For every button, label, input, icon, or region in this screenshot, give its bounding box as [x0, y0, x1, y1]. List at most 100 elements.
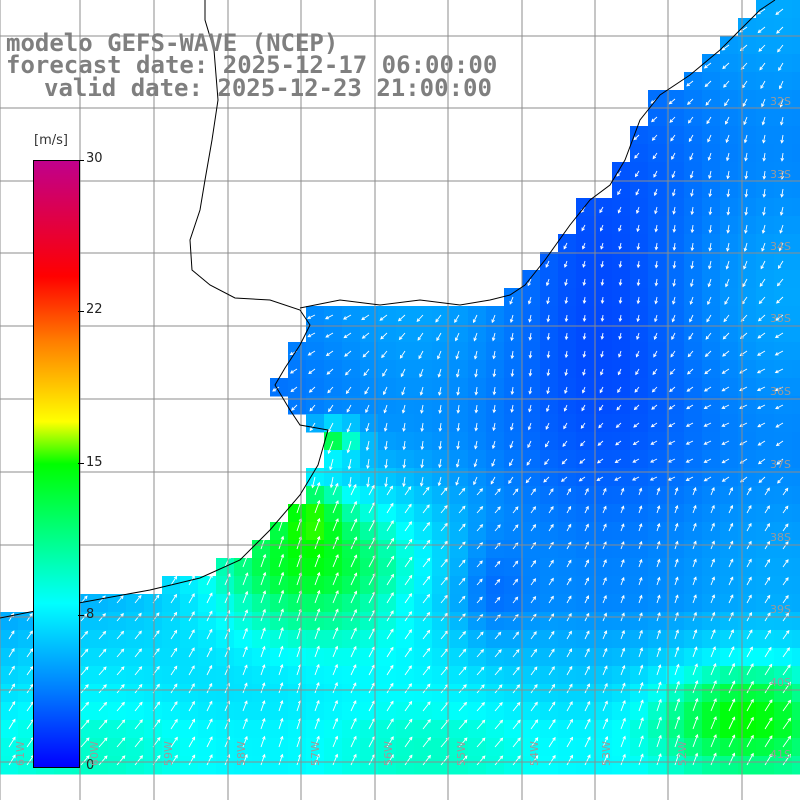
wind-speed-cell — [774, 342, 793, 361]
wind-speed-cell — [666, 432, 685, 451]
wind-arrow — [512, 755, 521, 766]
wind-speed-cell — [342, 594, 361, 613]
wind-arrow — [764, 681, 773, 694]
wind-arrow — [635, 206, 640, 214]
wind-arrow — [782, 735, 792, 748]
wind-arrow — [332, 608, 339, 622]
wind-speed-cell — [90, 702, 109, 721]
wind-arrow — [80, 630, 89, 640]
wind-speed-cell — [756, 450, 775, 469]
wind-arrow — [527, 278, 532, 287]
wind-arrow — [758, 296, 766, 305]
wind-arrow — [722, 350, 730, 357]
wind-speed-cell — [450, 612, 469, 631]
wind-arrow — [728, 594, 734, 604]
wind-arrow — [419, 368, 424, 378]
wind-arrow — [134, 630, 142, 640]
wind-speed-cell — [738, 576, 757, 595]
wind-speed-cell — [378, 612, 397, 631]
wind-arrow — [743, 116, 748, 126]
wind-speed-cell — [684, 414, 703, 433]
wind-arrow — [332, 536, 339, 550]
wind-speed-cell — [666, 540, 685, 559]
wind-speed-cell — [252, 612, 271, 631]
wind-speed-cell — [756, 396, 775, 415]
wind-arrow — [548, 559, 554, 568]
wind-speed-cell — [702, 558, 721, 577]
wind-speed-cell — [342, 306, 361, 325]
wind-arrow — [314, 717, 320, 730]
lat-label-33s: 33S — [770, 168, 791, 181]
wind-speed-cell — [576, 684, 595, 703]
wind-arrow — [458, 505, 466, 514]
wind-arrow — [476, 666, 485, 676]
wind-speed-cell — [594, 738, 613, 757]
wind-arrow — [685, 476, 694, 481]
wind-arrow — [688, 134, 694, 143]
lon-label-59w: 59W — [162, 741, 175, 766]
wind-arrow — [419, 476, 424, 487]
wind-arrow — [458, 523, 466, 532]
wind-arrow — [582, 368, 586, 376]
wind-speed-cell — [450, 558, 469, 577]
wind-arrow — [728, 716, 736, 730]
wind-arrow — [134, 719, 143, 730]
wind-speed-cell — [378, 504, 397, 523]
wind-speed-cell — [576, 486, 595, 505]
wind-arrow — [602, 505, 607, 514]
colorbar-tick-15: 15 — [86, 455, 103, 470]
wind-speed-cell — [738, 36, 757, 55]
wind-speed-cell — [558, 522, 577, 541]
wind-speed-cell — [396, 594, 415, 613]
wind-arrow — [728, 734, 736, 748]
lon-label-52w: 52W — [676, 741, 689, 766]
wind-arrow — [401, 404, 406, 414]
colorbar-tick-0: 0 — [86, 758, 95, 773]
wind-arrow — [307, 350, 316, 356]
wind-speed-cell — [504, 702, 523, 721]
wind-speed-cell — [684, 630, 703, 649]
wind-arrow — [278, 517, 285, 532]
wind-speed-cell — [756, 720, 775, 739]
wind-arrow — [386, 485, 393, 496]
wind-speed-cell — [396, 630, 415, 649]
wind-speed-cell — [252, 558, 271, 577]
wind-arrow — [350, 554, 358, 568]
wind-speed-cell — [378, 306, 397, 325]
wind-arrow — [782, 594, 789, 604]
wind-speed-cell — [414, 522, 433, 541]
wind-speed-cell — [720, 414, 739, 433]
wind-speed-cell — [648, 612, 667, 631]
wind-arrow — [386, 736, 394, 748]
wind-speed-cell — [486, 648, 505, 667]
wind-speed-cell — [342, 342, 361, 361]
wind-arrow — [494, 506, 501, 514]
wind-speed-cell — [252, 666, 271, 685]
wind-speed-cell — [666, 468, 685, 487]
wind-speed-cell — [288, 378, 307, 397]
wind-speed-cell — [648, 594, 667, 613]
wind-arrow — [418, 350, 424, 360]
wind-speed-cells — [0, 0, 800, 775]
wind-speed-cell — [558, 702, 577, 721]
wind-arrow — [530, 719, 539, 730]
wind-speed-cell — [342, 540, 361, 559]
wind-arrow — [710, 522, 715, 532]
wind-arrow — [474, 386, 479, 396]
wind-arrow — [757, 440, 766, 446]
wind-speed-cell — [612, 468, 631, 487]
wind-arrow — [721, 422, 730, 427]
wind-arrow — [440, 505, 448, 514]
wind-speed-cell — [144, 738, 163, 757]
wind-arrow — [721, 458, 730, 464]
wind-speed-cell — [216, 558, 235, 577]
wind-arrow — [566, 488, 571, 496]
wind-arrow — [725, 134, 730, 144]
wind-arrow — [728, 487, 734, 496]
wind-speed-cell — [288, 522, 307, 541]
wind-arrow — [689, 170, 694, 179]
wind-speed-cell — [792, 666, 800, 685]
wind-speed-cell — [702, 360, 721, 379]
wind-arrow — [746, 576, 752, 586]
wind-arrow — [350, 753, 357, 766]
